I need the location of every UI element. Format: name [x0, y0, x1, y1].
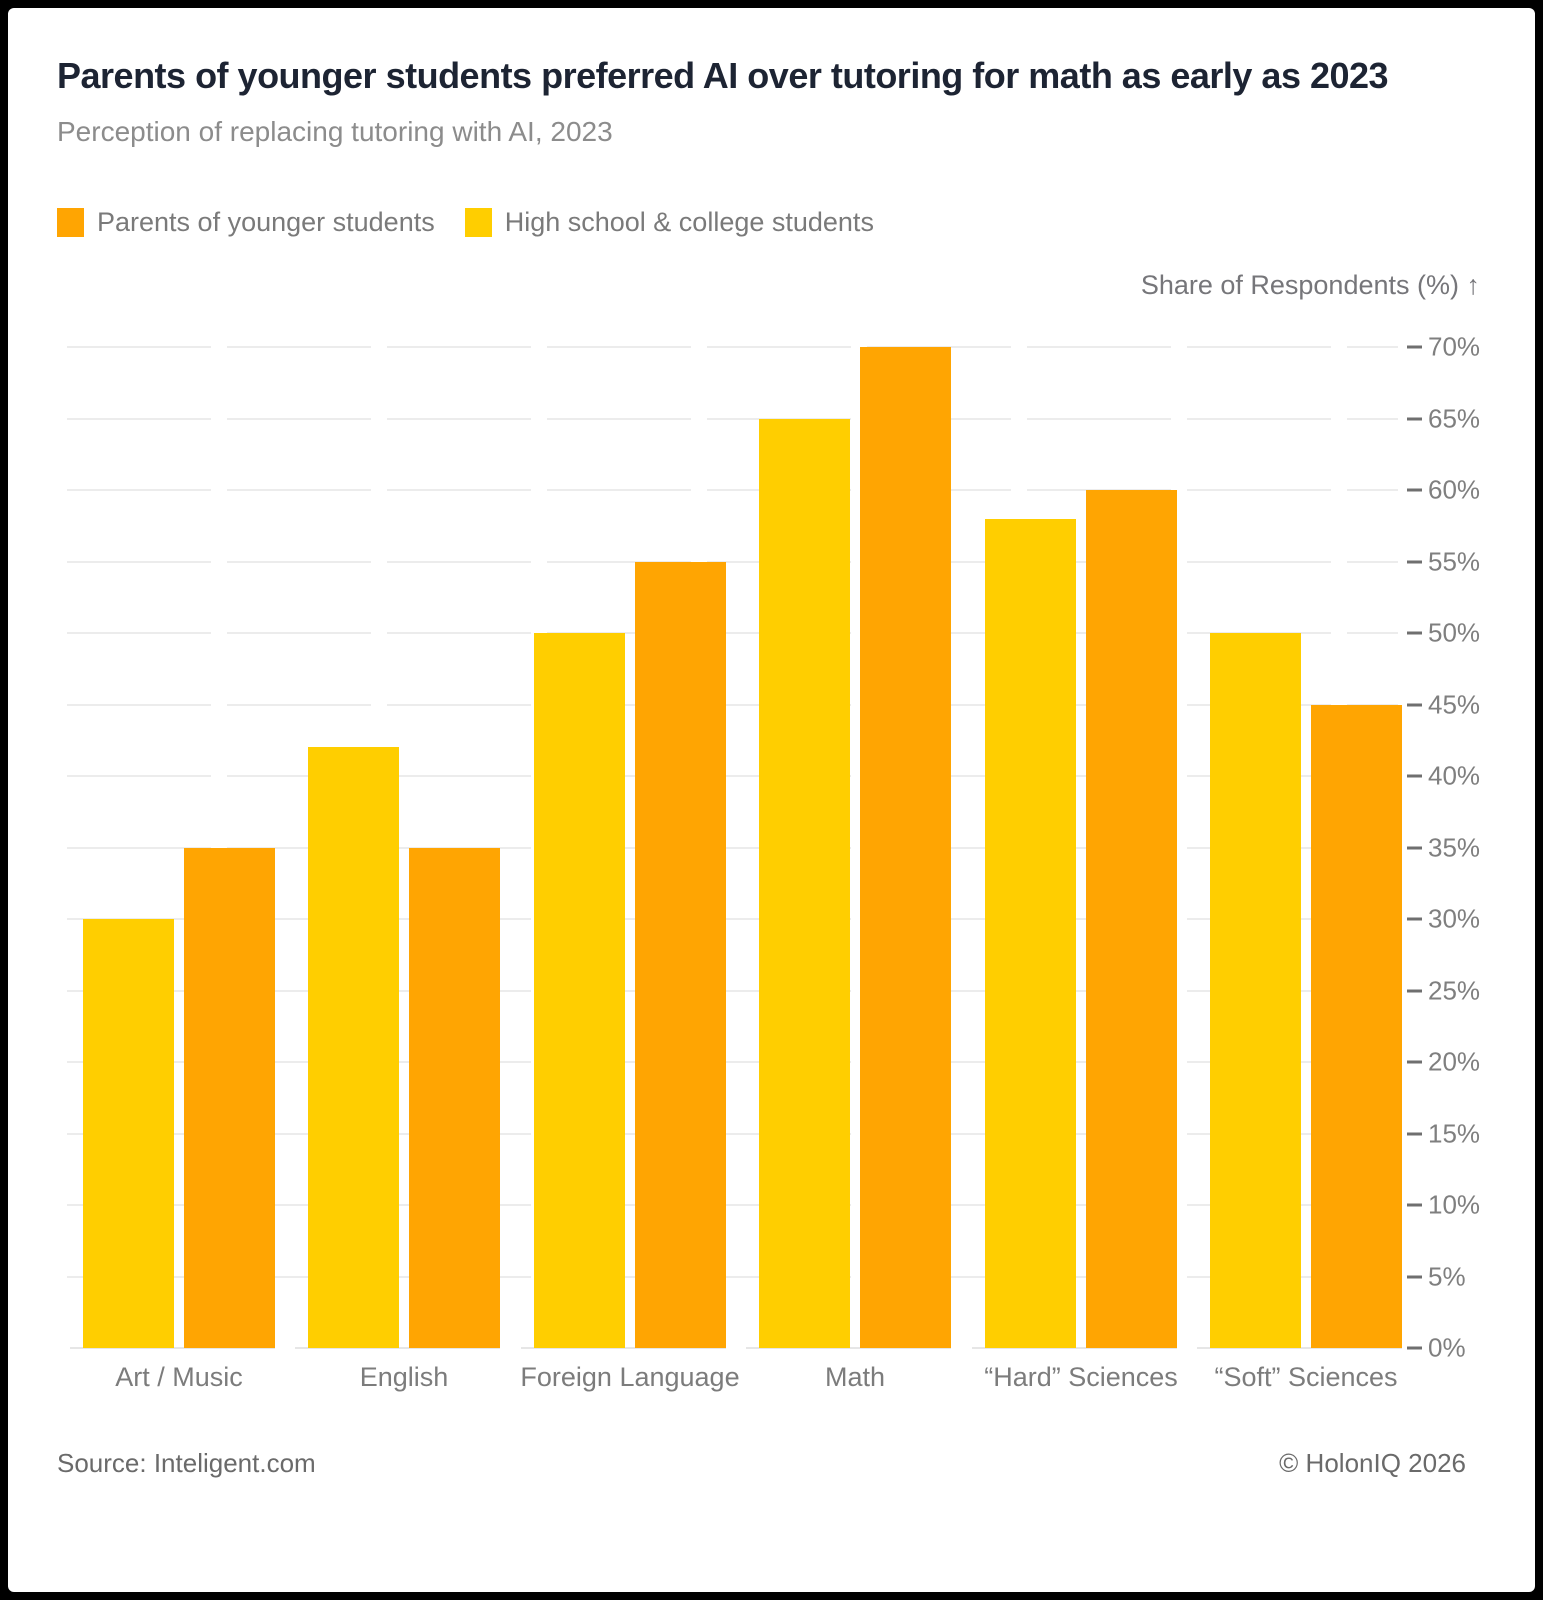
axis-baseline-segment — [746, 1347, 951, 1349]
bar[interactable] — [1210, 633, 1301, 1348]
y-tick: 30% — [1407, 904, 1480, 935]
y-tick-dash — [1407, 846, 1422, 849]
y-tick: 45% — [1407, 689, 1480, 720]
y-tick-dash — [1407, 560, 1422, 564]
axis-baseline-segment — [1197, 1347, 1402, 1349]
y-tick-label: 5% — [1428, 1261, 1466, 1291]
legend: Parents of younger students High school &… — [57, 207, 874, 238]
axis-baseline-segment — [521, 1347, 726, 1349]
gridline — [67, 846, 1398, 849]
y-tick-label: 0% — [1428, 1332, 1466, 1363]
gridline — [67, 560, 1398, 563]
bar-chart-plot: 0% 5% 10% 15% 20% 25% 30% 35% 40% 45% 50% 55% 60% 65%… — [67, 332, 1480, 1392]
gridline — [67, 1061, 1398, 1064]
y-tick-label: 10% — [1428, 1189, 1481, 1220]
bar[interactable] — [759, 418, 850, 1348]
bar[interactable] — [534, 633, 625, 1348]
legend-item-label: High school & college students — [504, 207, 874, 237]
gridline — [67, 1275, 1398, 1278]
y-tick-dash — [1407, 917, 1422, 921]
bar[interactable] — [1086, 490, 1177, 1348]
y-tick-label: 15% — [1428, 1118, 1481, 1148]
y-tick-dash — [1407, 1060, 1422, 1064]
y-tick-dash — [1407, 345, 1422, 349]
bar[interactable] — [308, 747, 399, 1348]
y-axis-title: Share of Respondents (%) ↑ — [1140, 270, 1480, 300]
y-tick-label: 45% — [1428, 689, 1481, 719]
category-label: English — [359, 1362, 449, 1392]
gridline — [67, 489, 1398, 492]
axis-baseline-segment — [70, 1347, 275, 1349]
gridline — [67, 417, 1398, 420]
bar[interactable] — [985, 518, 1076, 1348]
y-tick: 65% — [1407, 403, 1480, 434]
bar[interactable] — [1311, 704, 1402, 1348]
y-tick-label: 25% — [1428, 975, 1481, 1006]
legend-swatch — [57, 208, 84, 237]
footer-copyright: © HolonIQ 2026 — [1279, 1448, 1466, 1478]
bar[interactable] — [860, 347, 951, 1348]
y-tick-label: 70% — [1428, 331, 1481, 362]
gridline — [67, 775, 1398, 777]
y-tick: 20% — [1407, 1047, 1480, 1078]
y-tick: 10% — [1407, 1190, 1480, 1221]
y-tick-dash — [1407, 703, 1422, 706]
footer-source: Source: Inteligent.com — [57, 1448, 316, 1478]
y-tick-label: 30% — [1428, 903, 1481, 934]
y-tick-dash — [1407, 631, 1422, 635]
bar[interactable] — [83, 919, 174, 1348]
legend-item-label: Parents of younger students — [97, 207, 435, 237]
y-tick-dash — [1407, 1203, 1422, 1207]
gridline — [67, 989, 1398, 992]
bar[interactable] — [409, 847, 500, 1348]
y-tick: 40% — [1407, 761, 1480, 792]
y-tick-label: 35% — [1428, 832, 1481, 862]
y-tick-label: 40% — [1428, 760, 1481, 791]
y-tick-label: 55% — [1428, 546, 1481, 577]
y-tick: 50% — [1407, 618, 1480, 649]
bar[interactable] — [184, 847, 275, 1348]
y-tick-dash — [1407, 774, 1422, 778]
category-label: Foreign Language — [520, 1362, 740, 1392]
gridline — [67, 918, 1398, 921]
y-tick-dash — [1407, 1346, 1422, 1350]
page-subtitle: Perception of replacing tutoring with AI… — [57, 116, 613, 147]
y-tick: 0% — [1407, 1333, 1466, 1364]
gridline — [67, 632, 1398, 634]
category-label: “Soft” Sciences — [1214, 1362, 1398, 1392]
gridline — [67, 703, 1398, 706]
y-tick: 25% — [1407, 975, 1480, 1006]
axis-baseline-segment — [972, 1347, 1177, 1349]
y-tick-dash — [1407, 1132, 1422, 1135]
y-tick: 55% — [1407, 546, 1480, 577]
chart-card: Parents of younger students preferred AI… — [8, 8, 1535, 1592]
page-title: Parents of younger students preferred AI… — [57, 55, 1389, 96]
y-tick-dash — [1407, 1275, 1422, 1278]
y-tick-label: 50% — [1428, 617, 1481, 648]
y-tick: 5% — [1407, 1261, 1466, 1292]
y-tick-label: 20% — [1428, 1046, 1481, 1077]
y-tick-label: 65% — [1428, 403, 1481, 434]
category-label: Art / Music — [115, 1362, 243, 1392]
legend-item[interactable]: High school & college students — [464, 207, 874, 238]
y-tick-dash — [1407, 417, 1422, 421]
y-tick-dash — [1407, 488, 1422, 492]
y-tick: 15% — [1407, 1118, 1480, 1149]
gridline — [67, 1204, 1398, 1206]
legend-swatch — [464, 208, 492, 237]
y-tick-dash — [1407, 989, 1422, 993]
gridline — [67, 1132, 1398, 1135]
y-tick: 70% — [1407, 332, 1480, 363]
y-tick: 60% — [1407, 475, 1480, 506]
category-label: “Hard” Sciences — [984, 1362, 1178, 1392]
gridline — [67, 346, 1398, 348]
legend-item[interactable]: Parents of younger students — [57, 207, 435, 238]
category-label: Math — [824, 1362, 886, 1392]
y-tick: 35% — [1407, 832, 1480, 863]
bar[interactable] — [635, 561, 726, 1348]
axis-baseline-segment — [295, 1347, 500, 1349]
y-tick-label: 60% — [1428, 474, 1481, 505]
